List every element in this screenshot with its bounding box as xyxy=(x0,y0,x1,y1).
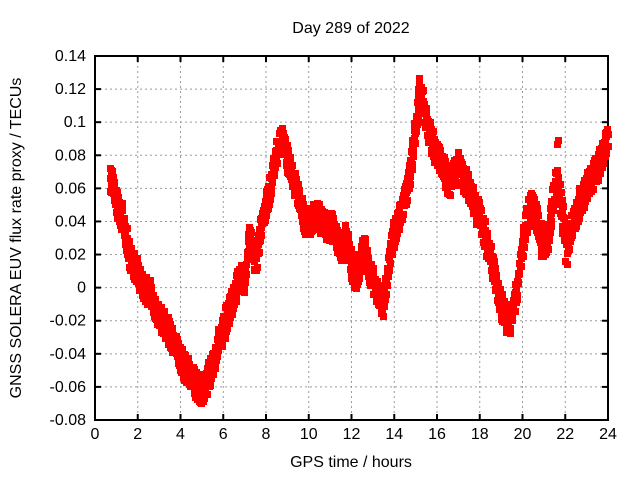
y-tick-label: -0.06 xyxy=(50,379,87,396)
x-tick-label: 8 xyxy=(262,426,271,443)
y-tick-label: 0.04 xyxy=(55,213,86,230)
x-tick-label: 18 xyxy=(471,426,489,443)
y-tick-label: 0.08 xyxy=(55,147,86,164)
chart-title: Day 289 of 2022 xyxy=(292,20,410,37)
y-tick-label: 0.02 xyxy=(55,247,86,264)
y-axis-label: GNSS SOLERA EUV flux rate proxy / TECUs xyxy=(8,78,25,399)
x-tick-label: 10 xyxy=(300,426,318,443)
y-tick-label: -0.08 xyxy=(50,412,87,429)
y-tick-label: 0.12 xyxy=(55,81,86,98)
x-tick-label: 0 xyxy=(91,426,100,443)
y-tick-label: -0.04 xyxy=(50,346,87,363)
axis-tick-labels: 0 2 4 6 8 10 12 14 16 18 20 22 240.140.120.10.080.06… xyxy=(50,48,617,443)
axis-ticks xyxy=(94,55,609,421)
x-tick-label: 2 xyxy=(133,426,142,443)
y-tick-label: -0.02 xyxy=(50,313,87,330)
x-tick-label: 4 xyxy=(176,426,185,443)
x-tick-label: 16 xyxy=(428,426,446,443)
y-tick-label: 0.14 xyxy=(55,48,86,65)
x-tick-label: 12 xyxy=(343,426,361,443)
y-tick-label: 0.1 xyxy=(64,114,86,131)
x-tick-label: 24 xyxy=(599,426,617,443)
x-tick-label: 6 xyxy=(219,426,228,443)
x-tick-label: 14 xyxy=(385,426,403,443)
x-tick-label: 22 xyxy=(556,426,574,443)
y-tick-label: 0.06 xyxy=(55,180,86,197)
euv-flux-scatter-band xyxy=(107,75,612,407)
data-points-series xyxy=(107,75,612,407)
x-axis-label: GPS time / hours xyxy=(290,454,412,471)
y-tick-label: 0 xyxy=(77,280,86,297)
x-tick-label: 20 xyxy=(514,426,532,443)
